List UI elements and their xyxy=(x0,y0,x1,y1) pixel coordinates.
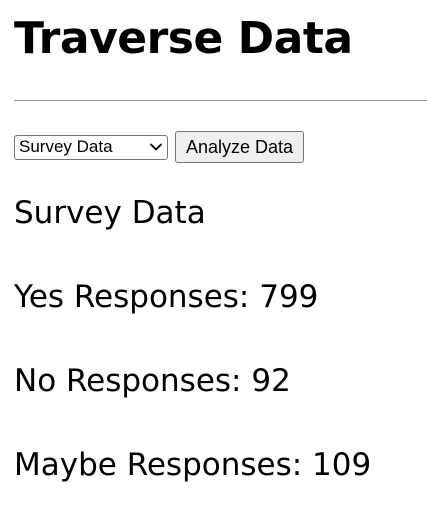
results-panel: Survey Data Yes Responses: 799 No Respon… xyxy=(14,190,371,526)
controls-bar: Survey Data Analyze Data xyxy=(14,131,304,163)
yes-responses: Yes Responses: 799 xyxy=(14,274,371,358)
dataset-select[interactable]: Survey Data xyxy=(14,135,168,160)
analyze-data-button[interactable]: Analyze Data xyxy=(175,131,304,163)
no-responses: No Responses: 92 xyxy=(14,358,371,442)
results-heading: Survey Data xyxy=(14,190,371,274)
maybe-responses: Maybe Responses: 109 xyxy=(14,442,371,526)
page-title: Traverse Data xyxy=(14,13,353,65)
chevron-down-icon xyxy=(149,140,163,154)
divider xyxy=(14,100,427,101)
dataset-select-value: Survey Data xyxy=(19,137,113,157)
